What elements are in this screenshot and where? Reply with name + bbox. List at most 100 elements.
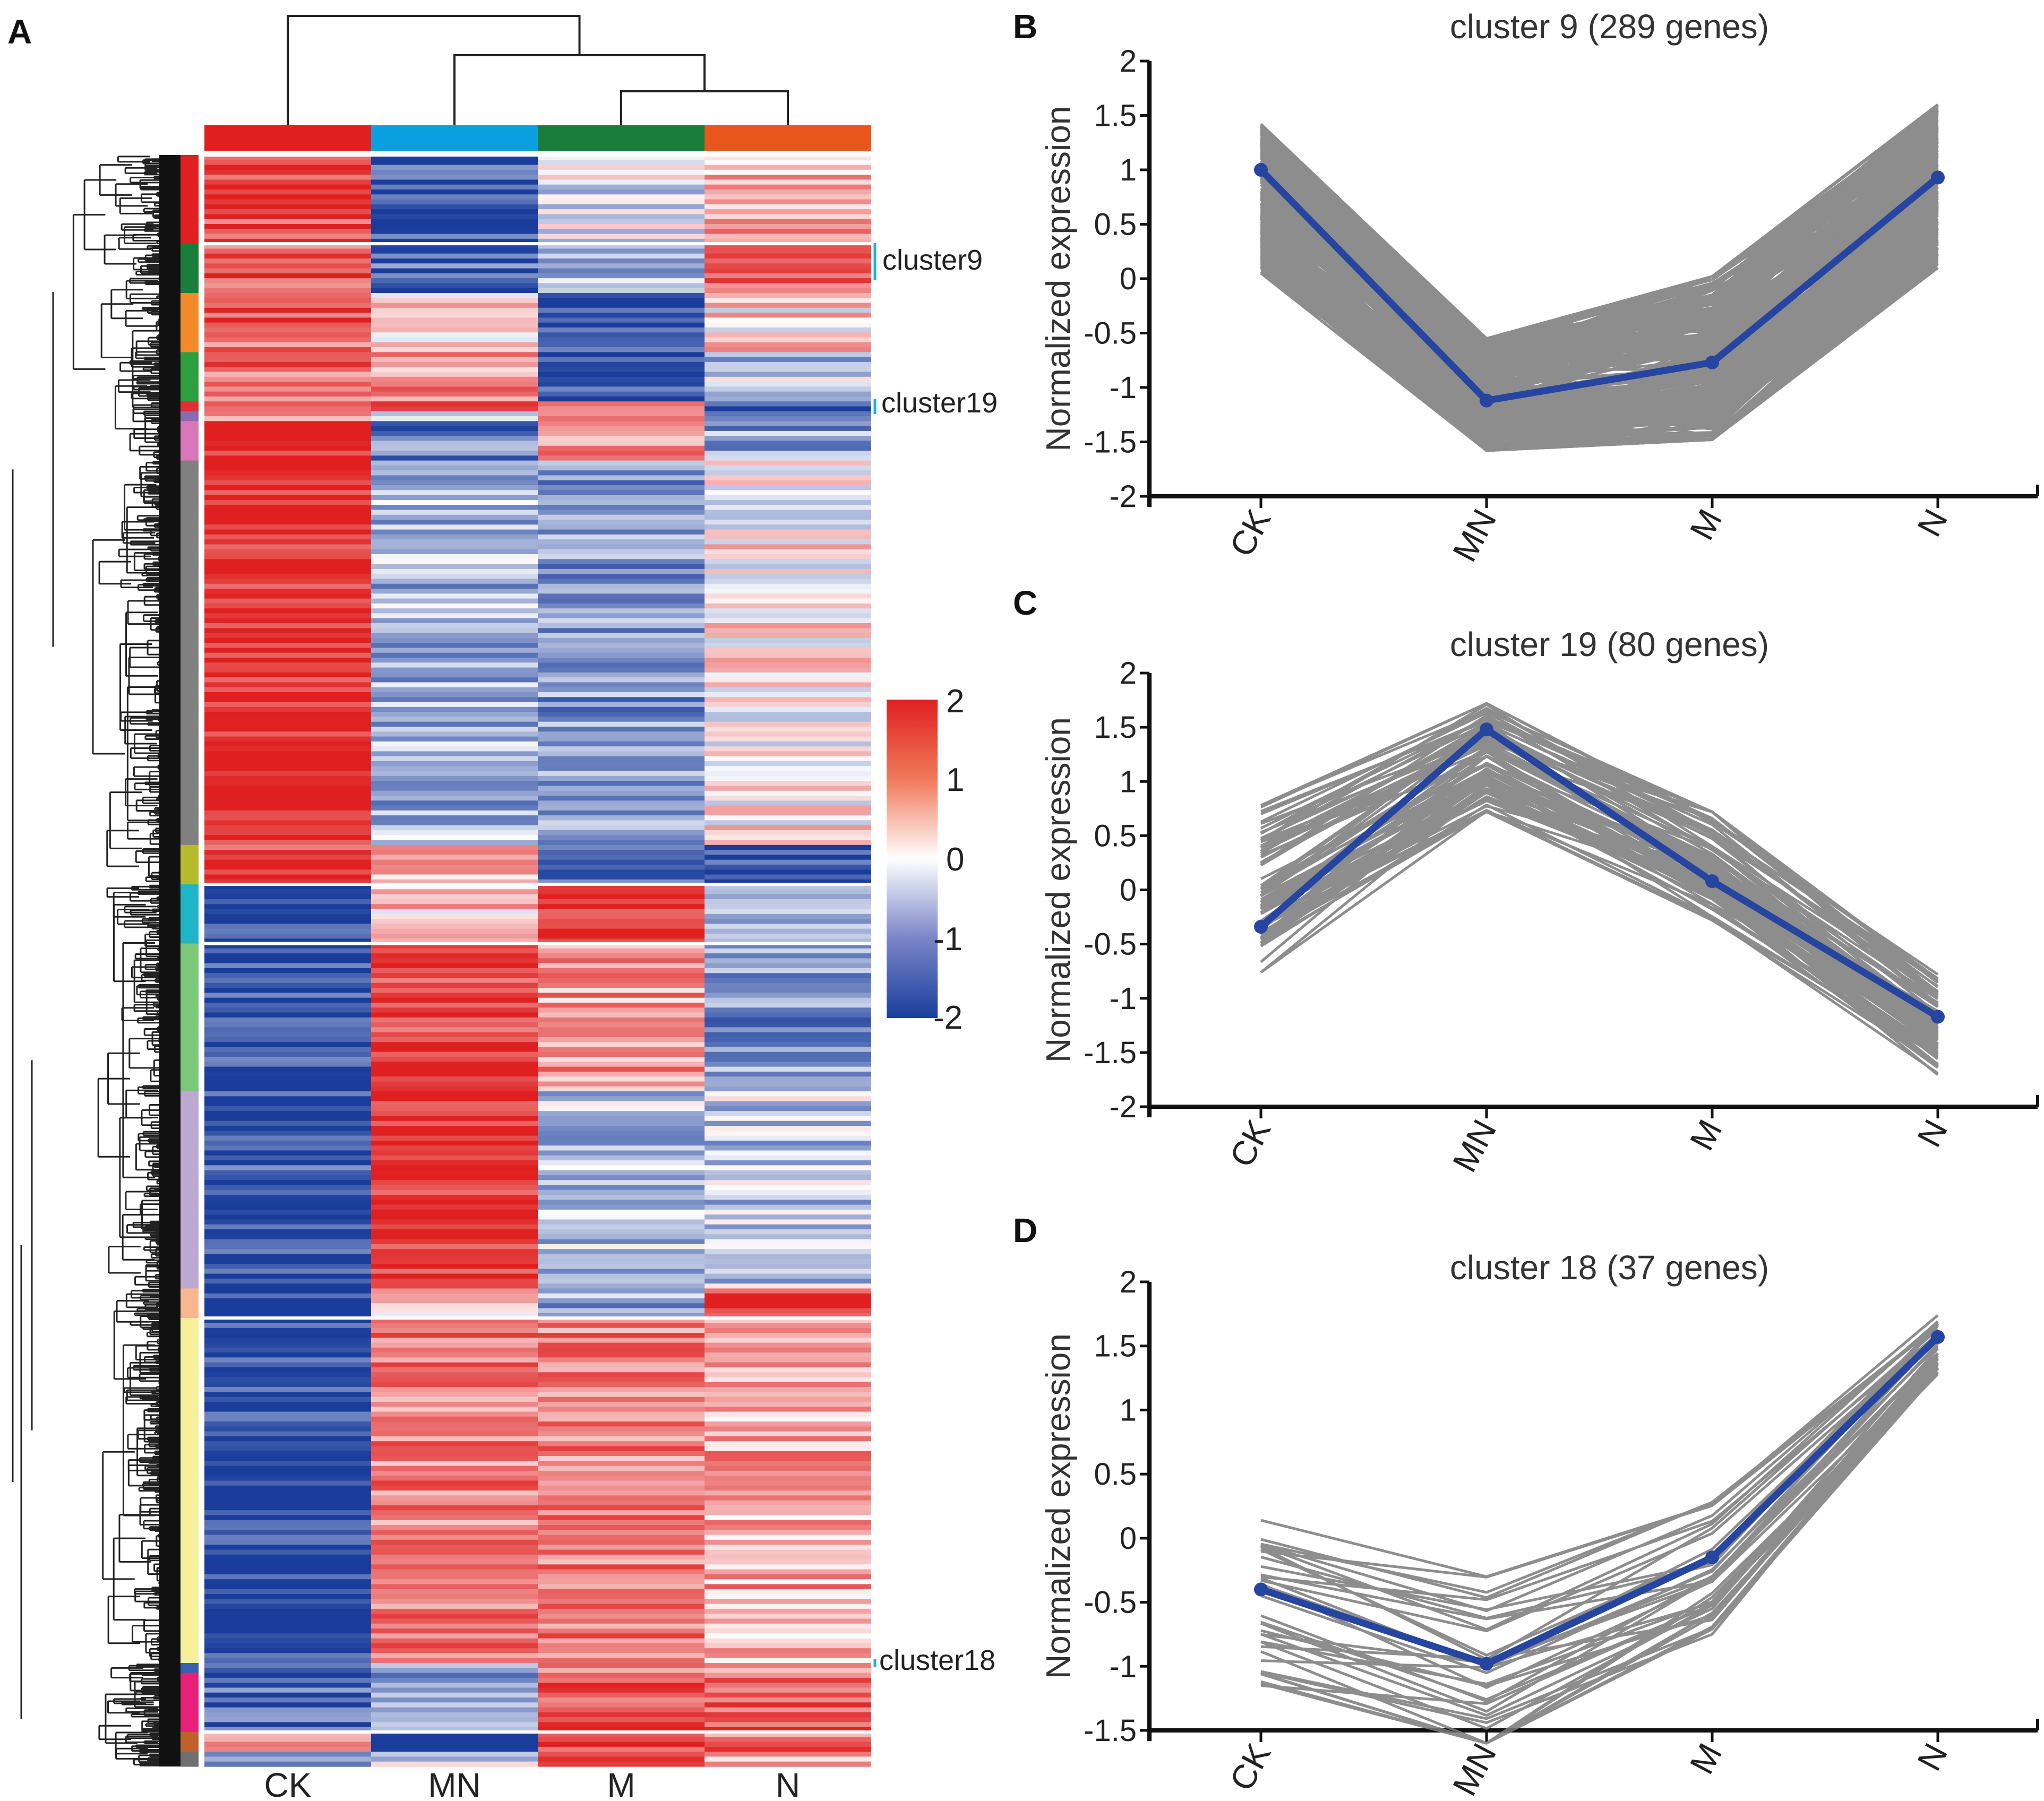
gene-profile-line <box>1260 186 1939 415</box>
heatmap-cell <box>204 1342 371 1348</box>
heatmap-cell <box>538 1111 705 1117</box>
heatmap-cell <box>371 1545 538 1550</box>
heatmap-cell <box>371 1214 538 1220</box>
heatmap-cell <box>371 1066 538 1072</box>
heatmap-cell <box>204 1677 371 1683</box>
heatmap-cell <box>538 687 705 693</box>
heatmap-cell <box>371 1702 538 1708</box>
row-cluster-color-2 <box>181 292 199 352</box>
heatmap-cell <box>371 155 538 160</box>
heatmap-cell <box>371 1737 538 1743</box>
heatmap-cell <box>204 864 371 870</box>
heatmap-cell <box>371 1752 538 1757</box>
heatmap-cell <box>204 253 371 259</box>
heatmap-cell <box>538 953 705 959</box>
heatmap-cell <box>705 1500 871 1506</box>
heatmap-cell <box>371 342 538 348</box>
x-tick-label: M <box>1682 503 1730 546</box>
heatmap-cell <box>538 1500 705 1506</box>
heatmap-cell <box>204 1628 371 1634</box>
heatmap-cell <box>538 1096 705 1102</box>
y-axis-label: Normalized expression <box>1039 717 1077 1063</box>
heatmap-cell <box>705 1490 871 1496</box>
mean-series-line <box>1258 726 1940 1020</box>
row-cluster-color-14 <box>181 1663 199 1674</box>
mean-point-ck <box>1254 163 1268 177</box>
heatmap-cell <box>705 1446 871 1452</box>
mean-series-line <box>1259 1334 1940 1667</box>
heatmap-cell <box>371 1421 538 1427</box>
heatmap-cell <box>204 1618 371 1624</box>
heatmap-cell <box>204 313 371 318</box>
gene-profile-line <box>1260 1334 1939 1633</box>
heatmap-cell <box>705 1746 871 1752</box>
gene-profile-line <box>1260 218 1939 418</box>
heatmap-cell <box>204 1263 371 1269</box>
heatmap-cell <box>371 589 538 594</box>
heatmap-cell <box>371 460 538 466</box>
heatmap-cell <box>204 1712 371 1718</box>
heatmap-cell <box>538 273 705 279</box>
heatmap-cell <box>204 1328 371 1333</box>
heatmap-cell <box>538 1476 705 1481</box>
heatmap-cell <box>538 253 705 259</box>
heatmap-cell <box>204 1722 371 1728</box>
heatmap-cell <box>705 904 871 910</box>
heatmap-cell <box>371 1347 538 1353</box>
heatmap-cell <box>538 1416 705 1422</box>
heatmap-cell <box>705 1239 871 1245</box>
heatmap-cell <box>538 194 705 200</box>
row-cluster-color-16 <box>181 1732 199 1752</box>
heatmap-cell <box>705 1569 871 1575</box>
heatmap-cell <box>538 1456 705 1461</box>
heatmap-cell <box>705 1392 871 1398</box>
heatmap-cell <box>705 283 871 289</box>
row-cluster-color-8 <box>181 845 199 885</box>
heatmap-cell <box>204 1456 371 1461</box>
heatmap-cell <box>371 1599 538 1605</box>
heatmap-cell <box>371 1165 538 1171</box>
heatmap-cell <box>204 1608 371 1614</box>
heatmap-cell <box>204 938 371 944</box>
gene-profile-line <box>1260 139 1939 350</box>
heatmap-cell <box>204 1298 371 1304</box>
heatmap-cell <box>705 1663 871 1668</box>
heatmap-cell <box>705 820 871 826</box>
heatmap-cell <box>705 1278 871 1284</box>
heatmap-cell <box>204 1495 371 1501</box>
mean-point-n <box>1931 170 1945 185</box>
heatmap-cell <box>538 1259 705 1264</box>
heatmap-cell <box>371 677 538 683</box>
heatmap-cell <box>538 1648 705 1654</box>
y-tick-label: 1 <box>1120 764 1137 799</box>
heatmap-cell <box>538 598 705 604</box>
heatmap-cell <box>371 1338 538 1343</box>
heatmap-cell <box>538 1175 705 1180</box>
heatmap-cell <box>204 786 371 791</box>
heatmap-cell <box>705 1549 871 1555</box>
heatmap-cell <box>705 1480 871 1486</box>
heatmap-cell <box>371 1441 538 1447</box>
heatmap-cell <box>204 805 371 811</box>
heatmap-cell <box>204 1599 371 1605</box>
heatmap-cell <box>538 1195 705 1200</box>
heatmap-cell <box>371 549 538 555</box>
heatmap-cell <box>204 1470 371 1476</box>
heatmap-cell <box>705 1648 871 1654</box>
gene-profile-line <box>1260 222 1939 442</box>
heatmap-cell <box>705 465 871 471</box>
heatmap-cell <box>204 1401 371 1407</box>
heatmap-cell <box>538 1554 705 1560</box>
heatmap-cell <box>371 1352 538 1358</box>
heatmap-cell <box>705 1658 871 1664</box>
heatmap-cell <box>204 361 371 367</box>
heatmap-cell <box>204 869 371 875</box>
heatmap-cell <box>204 1485 371 1491</box>
heatmap-cell <box>538 1673 705 1678</box>
heatmap-cell <box>204 1466 371 1471</box>
legend-tick-0: 0 <box>946 841 964 878</box>
heatmap-cell <box>705 1332 871 1338</box>
heatmap-cell <box>371 771 538 777</box>
heatmap-cell <box>204 1589 371 1595</box>
heatmap-cell <box>371 1569 538 1575</box>
